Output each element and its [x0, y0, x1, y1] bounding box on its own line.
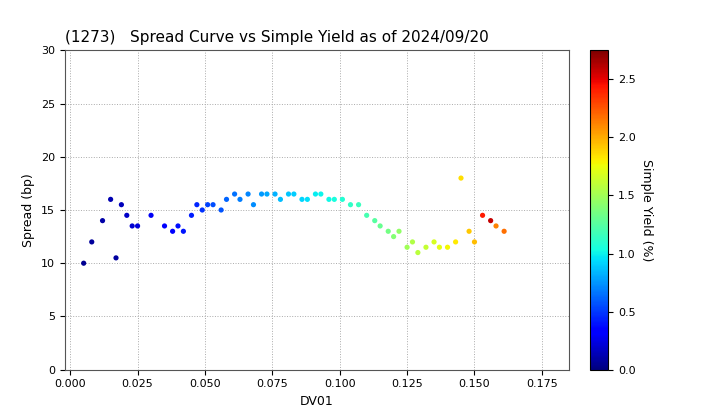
Point [433, 244, 445, 251]
Point [283, 191, 294, 197]
Point [215, 207, 227, 213]
Point [345, 201, 356, 208]
Point [328, 196, 340, 203]
Point [369, 217, 380, 224]
Point [310, 191, 321, 197]
Point [105, 196, 117, 203]
Point [407, 239, 418, 245]
Point [261, 191, 273, 197]
Point [256, 191, 267, 197]
Point [428, 239, 440, 245]
Point [269, 191, 281, 197]
Point [323, 196, 335, 203]
Point [337, 196, 348, 203]
Point [498, 228, 510, 235]
Point [243, 191, 254, 197]
Point [420, 244, 432, 251]
Point [207, 201, 219, 208]
Point [96, 217, 108, 224]
Point [442, 244, 454, 251]
Point [477, 212, 488, 219]
Point [186, 212, 197, 219]
Point [145, 212, 157, 219]
Point [110, 255, 122, 261]
Point [159, 223, 171, 229]
Point [172, 223, 184, 229]
Point [455, 175, 467, 181]
Point [191, 201, 202, 208]
Point [229, 191, 240, 197]
Point [221, 196, 233, 203]
X-axis label: DV01: DV01 [300, 395, 333, 408]
Point [234, 196, 246, 203]
Point [296, 196, 307, 203]
Point [450, 239, 462, 245]
Point [132, 223, 143, 229]
Point [401, 244, 413, 251]
Point [412, 249, 423, 256]
Point [78, 260, 89, 267]
Point [248, 201, 259, 208]
Point [116, 201, 127, 208]
Text: (1273)   Spread Curve vs Simple Yield as of 2024/09/20: (1273) Spread Curve vs Simple Yield as o… [65, 30, 489, 45]
Point [302, 196, 313, 203]
Point [388, 233, 400, 240]
Point [121, 212, 132, 219]
Point [353, 201, 364, 208]
Point [490, 223, 502, 229]
Point [127, 223, 138, 229]
Point [178, 228, 189, 235]
Point [485, 217, 496, 224]
Point [374, 223, 386, 229]
Point [393, 228, 405, 235]
Point [315, 191, 327, 197]
Y-axis label: Spread (bp): Spread (bp) [22, 173, 35, 247]
Point [202, 201, 213, 208]
Point [274, 196, 286, 203]
Point [86, 239, 97, 245]
Y-axis label: Simple Yield (%): Simple Yield (%) [639, 159, 652, 261]
Point [288, 191, 300, 197]
Point [361, 212, 372, 219]
Point [463, 228, 474, 235]
Point [197, 207, 208, 213]
Point [167, 228, 179, 235]
Point [382, 228, 394, 235]
Point [469, 239, 480, 245]
